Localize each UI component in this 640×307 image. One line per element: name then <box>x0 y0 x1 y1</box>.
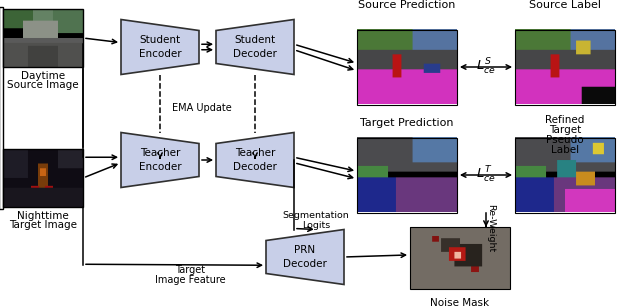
Text: Encoder: Encoder <box>139 49 181 59</box>
Text: Target Image: Target Image <box>9 220 77 230</box>
Text: Student: Student <box>234 35 276 45</box>
Text: PRN: PRN <box>294 245 316 255</box>
FancyBboxPatch shape <box>0 7 3 209</box>
Text: Target Prediction: Target Prediction <box>360 118 454 128</box>
Text: Target: Target <box>175 265 205 275</box>
Polygon shape <box>121 20 199 75</box>
Text: Logits: Logits <box>302 220 330 230</box>
Text: Teacher: Teacher <box>235 148 275 158</box>
Polygon shape <box>216 20 294 75</box>
Text: Encoder: Encoder <box>139 162 181 172</box>
Text: EMA Update: EMA Update <box>172 103 232 113</box>
Text: Teacher: Teacher <box>140 148 180 158</box>
Text: Segmentation: Segmentation <box>283 211 349 220</box>
Text: Nighttime: Nighttime <box>17 211 69 221</box>
Text: Pseudo: Pseudo <box>546 135 584 145</box>
Text: Image Feature: Image Feature <box>155 275 225 285</box>
Text: Source Image: Source Image <box>7 80 79 90</box>
Text: Daytime: Daytime <box>21 71 65 81</box>
Text: $L_{ce}^{T}$: $L_{ce}^{T}$ <box>476 165 496 185</box>
Text: Target: Target <box>549 125 581 135</box>
Text: Re-Weight: Re-Weight <box>486 204 495 252</box>
Text: Refined: Refined <box>545 115 585 125</box>
Text: Decoder: Decoder <box>233 162 277 172</box>
Polygon shape <box>216 133 294 188</box>
Text: Source Label: Source Label <box>529 0 601 10</box>
Text: Noise Mask: Noise Mask <box>431 298 490 307</box>
Text: Student: Student <box>140 35 180 45</box>
Polygon shape <box>266 230 344 285</box>
Text: Decoder: Decoder <box>283 259 327 269</box>
Text: Label: Label <box>551 145 579 155</box>
Text: $L_{ce}^{S}$: $L_{ce}^{S}$ <box>476 57 496 77</box>
Polygon shape <box>121 133 199 188</box>
Text: Source Prediction: Source Prediction <box>358 0 456 10</box>
Text: Decoder: Decoder <box>233 49 277 59</box>
